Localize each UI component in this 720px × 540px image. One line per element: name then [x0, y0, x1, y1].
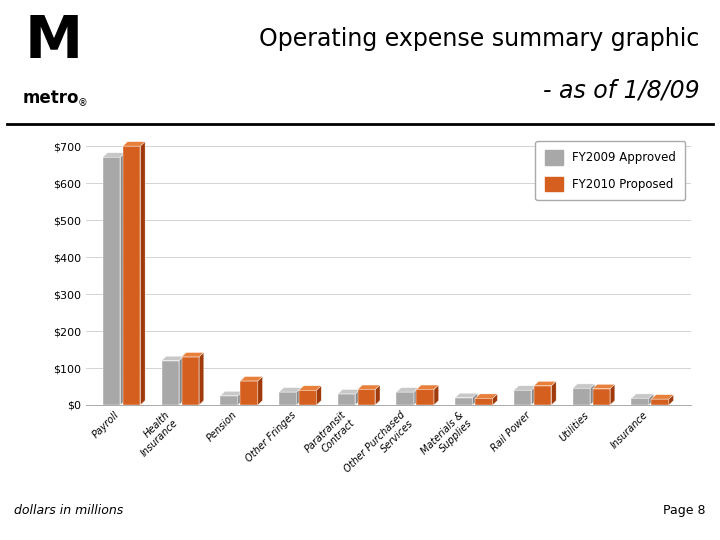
Polygon shape [240, 381, 258, 405]
Legend: FY2009 Approved, FY2010 Proposed: FY2009 Approved, FY2010 Proposed [536, 141, 685, 200]
Polygon shape [531, 386, 536, 405]
Polygon shape [593, 389, 610, 405]
Polygon shape [358, 385, 380, 389]
Polygon shape [631, 394, 654, 399]
Text: - as of 1/8/09: - as of 1/8/09 [543, 78, 700, 103]
Polygon shape [220, 392, 243, 396]
Polygon shape [475, 394, 498, 399]
Polygon shape [669, 395, 674, 405]
Polygon shape [434, 385, 438, 405]
Polygon shape [375, 385, 380, 405]
Polygon shape [631, 399, 649, 405]
Polygon shape [103, 153, 125, 157]
Text: Page 8: Page 8 [663, 504, 706, 517]
Polygon shape [397, 392, 414, 405]
Polygon shape [572, 388, 590, 405]
Polygon shape [572, 384, 595, 388]
Polygon shape [240, 376, 263, 381]
Polygon shape [455, 397, 473, 405]
Polygon shape [199, 353, 204, 405]
Polygon shape [358, 389, 375, 405]
Text: M: M [24, 13, 82, 70]
Polygon shape [610, 384, 615, 405]
Polygon shape [181, 353, 204, 357]
Polygon shape [179, 356, 184, 405]
Text: dollars in millions: dollars in millions [14, 504, 124, 517]
Polygon shape [534, 386, 552, 405]
Polygon shape [279, 388, 301, 392]
Polygon shape [397, 388, 419, 392]
Polygon shape [356, 389, 360, 405]
Polygon shape [652, 395, 674, 399]
Polygon shape [416, 385, 438, 389]
Polygon shape [220, 396, 238, 405]
Polygon shape [258, 376, 263, 405]
Polygon shape [649, 394, 654, 405]
Polygon shape [103, 157, 120, 405]
Polygon shape [338, 394, 356, 405]
Polygon shape [161, 356, 184, 361]
Polygon shape [534, 381, 556, 386]
Polygon shape [123, 141, 145, 146]
Polygon shape [455, 393, 477, 397]
Polygon shape [123, 146, 140, 405]
Polygon shape [120, 153, 125, 405]
Polygon shape [514, 390, 531, 405]
Polygon shape [552, 381, 556, 405]
Polygon shape [492, 394, 498, 405]
Polygon shape [414, 388, 419, 405]
Polygon shape [299, 386, 321, 390]
Polygon shape [238, 392, 243, 405]
Text: Operating expense summary graphic: Operating expense summary graphic [259, 28, 700, 51]
Text: metro: metro [23, 90, 79, 107]
Polygon shape [652, 399, 669, 405]
Polygon shape [590, 384, 595, 405]
Polygon shape [299, 390, 317, 405]
Polygon shape [317, 386, 321, 405]
Text: ®: ® [77, 98, 87, 108]
Polygon shape [279, 392, 297, 405]
Polygon shape [338, 389, 360, 394]
Polygon shape [181, 357, 199, 405]
Polygon shape [416, 389, 434, 405]
Polygon shape [514, 386, 536, 390]
Polygon shape [473, 393, 477, 405]
Polygon shape [161, 361, 179, 405]
Polygon shape [593, 384, 615, 389]
Polygon shape [140, 141, 145, 405]
Polygon shape [475, 399, 492, 405]
Polygon shape [297, 388, 301, 405]
